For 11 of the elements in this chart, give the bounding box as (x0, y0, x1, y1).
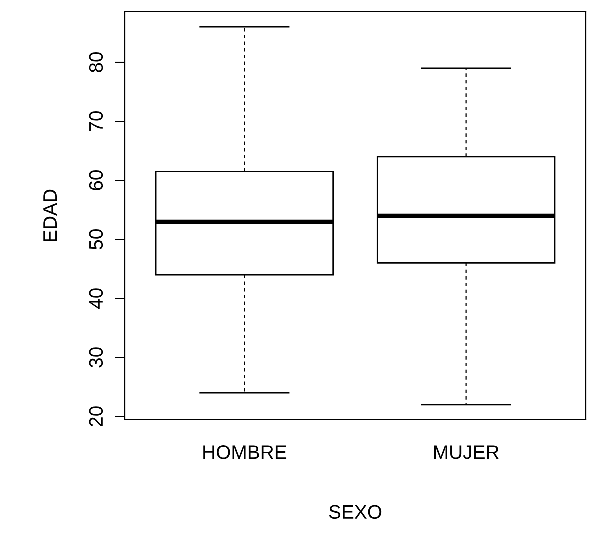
y-tick-label: 60 (89, 170, 104, 190)
y-axis-title: EDAD (44, 190, 58, 242)
y-tick-label: 40 (89, 288, 104, 310)
y-tick-label: 70 (89, 112, 104, 132)
x-tick-label: MUJER (434, 446, 499, 460)
y-tick-label: 80 (89, 52, 104, 72)
y-tick-label: 30 (89, 348, 104, 368)
x-axis-title: SEXO (329, 505, 382, 520)
y-tick-label: 20 (89, 406, 104, 427)
x-tick-label: HOMBRE (204, 446, 287, 460)
y-tick-label: 50 (89, 230, 104, 250)
